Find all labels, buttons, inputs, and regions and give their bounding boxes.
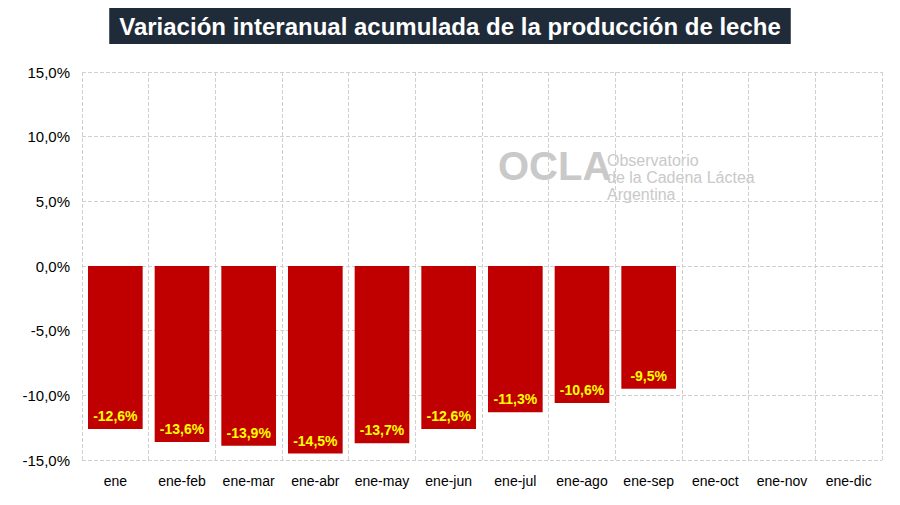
svg-text:ene-ago: ene-ago [556, 473, 608, 489]
svg-text:-13,6%: -13,6% [160, 421, 205, 437]
svg-text:0,0%: 0,0% [36, 258, 70, 275]
svg-text:15,0%: 15,0% [27, 64, 70, 81]
svg-text:-12,6%: -12,6% [93, 408, 138, 424]
svg-text:ene-may: ene-may [355, 473, 409, 489]
svg-text:-5,0%: -5,0% [31, 322, 70, 339]
svg-text:-10,6%: -10,6% [560, 382, 605, 398]
svg-text:10,0%: 10,0% [27, 128, 70, 145]
svg-text:Observatorio: Observatorio [607, 152, 699, 169]
svg-text:ene-dic: ene-dic [826, 473, 872, 489]
svg-text:Variación interanual acumulada: Variación interanual acumulada de la pro… [119, 13, 781, 40]
svg-text:-9,5%: -9,5% [630, 368, 667, 384]
svg-text:-13,7%: -13,7% [360, 422, 405, 438]
svg-text:ene-sep: ene-sep [623, 473, 674, 489]
svg-text:-12,6%: -12,6% [426, 408, 471, 424]
svg-text:-10,0%: -10,0% [22, 387, 70, 404]
svg-text:-11,3%: -11,3% [494, 391, 538, 407]
svg-text:Argentina: Argentina [607, 186, 676, 203]
svg-text:de la Cadena Láctea: de la Cadena Láctea [607, 169, 755, 186]
svg-text:ene-mar: ene-mar [223, 473, 275, 489]
svg-text:ene-jul: ene-jul [494, 473, 536, 489]
svg-text:-15,0%: -15,0% [22, 452, 70, 469]
svg-text:ene-feb: ene-feb [158, 473, 206, 489]
svg-text:ene-abr: ene-abr [291, 473, 340, 489]
svg-text:-14,5%: -14,5% [293, 433, 338, 449]
svg-text:ene-oct: ene-oct [692, 473, 739, 489]
svg-text:5,0%: 5,0% [36, 193, 70, 210]
svg-text:OCLA: OCLA [498, 144, 611, 188]
svg-text:ene: ene [104, 473, 128, 489]
svg-text:ene-jun: ene-jun [425, 473, 472, 489]
svg-text:-13,9%: -13,9% [226, 425, 271, 441]
svg-text:ene-nov: ene-nov [757, 473, 808, 489]
